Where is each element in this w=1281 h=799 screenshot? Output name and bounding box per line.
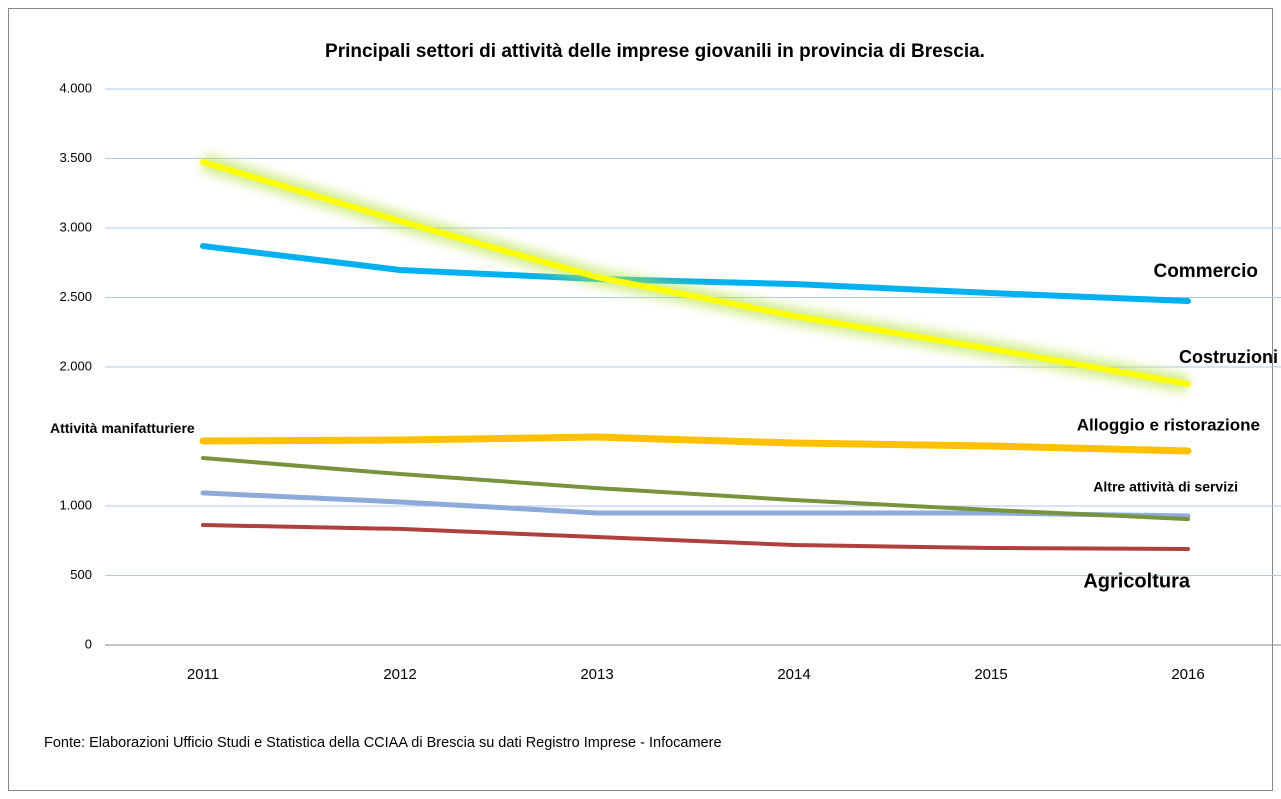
- source-note: Fonte: Elaborazioni Ufficio Studi e Stat…: [44, 735, 722, 751]
- x-tick-label: 2013: [580, 666, 613, 683]
- series-label: Commercio: [1153, 261, 1258, 282]
- series-line: [201, 456, 1190, 522]
- series-label: Altre attività di servizi: [1093, 479, 1238, 495]
- chart-title: Principali settori di attività delle imp…: [325, 41, 985, 62]
- series-label: Agricoltura: [1083, 570, 1191, 592]
- chart-frame: [8, 8, 1273, 791]
- series-label: Alloggio e ristorazione: [1077, 415, 1260, 434]
- x-tick-label: 2015: [974, 666, 1007, 683]
- y-tick-label: 500: [70, 567, 92, 582]
- series-line: [200, 243, 1191, 304]
- x-tick-label: 2014: [777, 666, 810, 683]
- y-tick-label: 3.500: [59, 150, 92, 165]
- series-line: [201, 523, 1190, 551]
- series-line: [200, 158, 1191, 387]
- y-tick-label: 0: [85, 636, 92, 651]
- series-label: Attività manifatturiere: [50, 420, 195, 436]
- y-tick-label: 1.000: [59, 497, 92, 512]
- y-tick-label: 2.000: [59, 358, 92, 373]
- series-line: [199, 433, 1192, 455]
- y-tick-label: 4.000: [59, 80, 92, 95]
- x-tick-label: 2011: [187, 666, 219, 683]
- y-tick-label: 3.000: [59, 219, 92, 234]
- y-tick-label: 2.500: [59, 289, 92, 304]
- x-tick-label: 2012: [383, 666, 416, 683]
- series-label: Costruzioni: [1179, 347, 1278, 367]
- x-tick-label: 2016: [1171, 666, 1204, 683]
